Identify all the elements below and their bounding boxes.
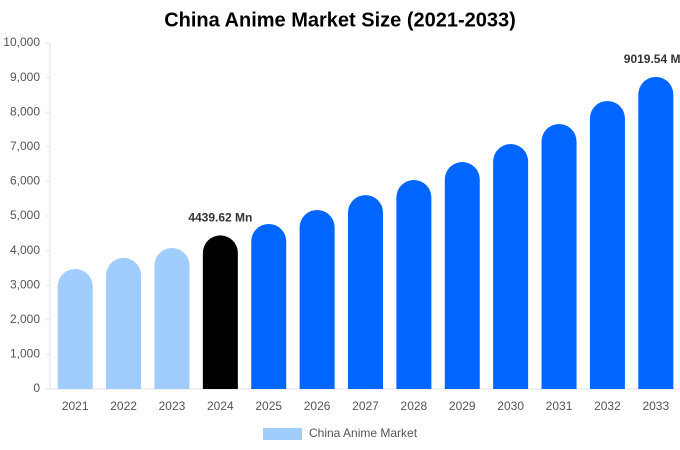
y-tick-label: 6,000 xyxy=(10,174,40,188)
chart-title: China Anime Market Size (2021-2033) xyxy=(164,9,516,31)
bar xyxy=(348,195,383,389)
y-tick-label: 7,000 xyxy=(10,139,40,153)
bar xyxy=(202,235,238,389)
data-label: 4439.62 Mn xyxy=(188,211,252,225)
x-tick-label: 2026 xyxy=(304,399,331,413)
x-tick-label: 2024 xyxy=(207,399,234,413)
bar xyxy=(396,180,432,389)
y-tick-label: 3,000 xyxy=(10,277,40,291)
bar xyxy=(493,144,529,389)
data-label: 9019.54 Mn xyxy=(624,52,680,66)
y-tick-label: 5,000 xyxy=(10,208,40,222)
legend-label: China Anime Market xyxy=(309,426,418,440)
bar xyxy=(638,76,674,389)
bar xyxy=(154,248,190,389)
legend-swatch xyxy=(263,428,302,440)
x-tick-label: 2029 xyxy=(449,399,476,413)
x-tick-label: 2027 xyxy=(352,399,379,413)
y-tick-label: 8,000 xyxy=(10,104,40,118)
x-tick-label: 2030 xyxy=(497,399,524,413)
x-tick-label: 2031 xyxy=(546,399,573,413)
y-tick-label: 1,000 xyxy=(10,347,40,361)
y-tick-label: 4,000 xyxy=(10,243,40,257)
x-tick-label: 2032 xyxy=(594,399,621,413)
x-tick-label: 2025 xyxy=(255,399,282,413)
x-tick-label: 2021 xyxy=(62,399,89,413)
bar xyxy=(106,257,142,389)
x-tick-label: 2023 xyxy=(159,399,186,413)
bar xyxy=(251,223,287,389)
bar xyxy=(541,123,577,390)
bar xyxy=(589,100,625,389)
x-tick-label: 2028 xyxy=(401,399,428,413)
y-tick-label: 10,000 xyxy=(3,35,40,49)
bar xyxy=(299,209,335,389)
x-tick-label: 2033 xyxy=(642,399,669,413)
y-tick-label: 9,000 xyxy=(10,70,40,84)
bar xyxy=(57,268,93,389)
y-tick-label: 2,000 xyxy=(10,312,40,326)
bar xyxy=(444,162,480,389)
y-tick-label: 0 xyxy=(33,381,40,395)
x-tick-label: 2022 xyxy=(110,399,137,413)
